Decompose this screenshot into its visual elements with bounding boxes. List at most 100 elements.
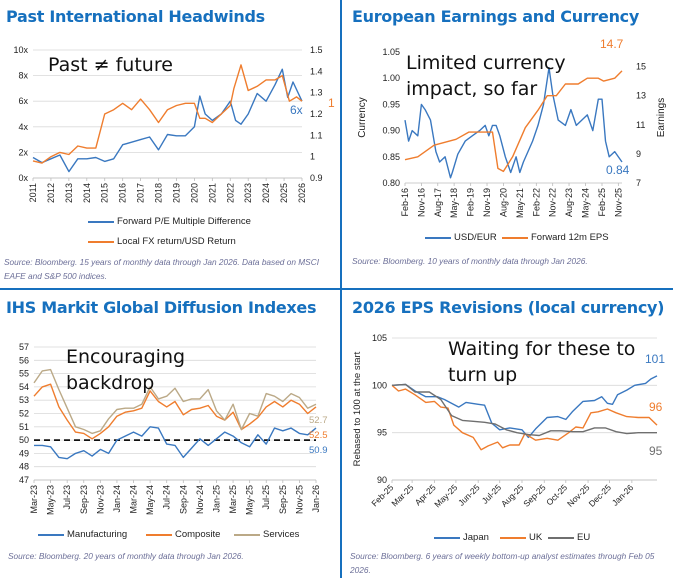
x-tick-label: Aug-23	[564, 188, 574, 217]
x-tick-label: May-21	[515, 188, 525, 218]
y-tick-label: 4x	[18, 122, 28, 132]
y-tick-label: 6x	[18, 96, 28, 106]
legend-item-fx: Local FX return/USD Return	[88, 236, 236, 247]
x-tick-label: 2025	[279, 183, 289, 203]
x-tick-label: Jan-25	[211, 485, 221, 513]
y-tick-label: 90	[377, 475, 387, 485]
y-axis-title: Rebased to 100 at the start	[352, 351, 363, 466]
chart2-annotation: Limited currency impact, so far	[406, 52, 566, 100]
y-tick-label: 49	[19, 448, 29, 458]
x-tick-label: Nov-16	[416, 188, 426, 217]
x-tick-label: May-25	[245, 485, 255, 515]
y-tick-label: 47	[19, 475, 29, 485]
chart4-end-label-japan: 101	[645, 352, 666, 366]
legend-item-services: Services	[234, 529, 299, 540]
chart3-end-label-services: 52.7	[309, 415, 328, 426]
y-right-tick-label: 1.3	[310, 88, 323, 98]
y-tick-label: 56	[19, 355, 29, 365]
x-tick-label: 2024	[261, 183, 271, 203]
x-tick-label: Jul-24	[162, 485, 172, 510]
x-tick-label: Jun-25	[456, 482, 482, 508]
y-right-tick-label: 1.2	[310, 109, 323, 119]
x-tick-label: 2020	[189, 183, 199, 203]
chart1-title: Past International Headwinds	[6, 7, 265, 26]
legend-label: EU	[577, 532, 591, 543]
x-tick-label: Jul-23	[62, 485, 72, 510]
x-tick-label: 2018	[154, 183, 164, 203]
y-right-tick-label: 1	[310, 152, 315, 162]
y-tick-label: 48	[19, 462, 29, 472]
x-tick-label: Mar-24	[129, 485, 139, 514]
x-tick-label: Sep-25	[521, 482, 548, 509]
y-tick-label: 57	[19, 342, 29, 352]
y-right-tick-label: 7	[636, 178, 641, 188]
x-tick-label: Jan-24	[112, 485, 122, 513]
x-tick-label: Mar-23	[29, 485, 39, 514]
x-tick-label: Feb-16	[400, 188, 410, 217]
y-right-tick-label: 13	[636, 91, 646, 101]
x-tick-label: 2012	[46, 183, 56, 203]
chart4-source: Source: Bloomberg. 6 years of weekly bot…	[350, 551, 655, 575]
legend-item-pe: Forward P/E Multiple Difference	[88, 216, 251, 227]
y-tick-label: 51	[19, 422, 29, 432]
chart2-end-label-usdeur: 0.84	[606, 163, 630, 177]
x-tick-label: 2013	[64, 183, 74, 203]
y-right-tick-label: 1.4	[310, 66, 323, 76]
y-tick-label: 2x	[18, 147, 28, 157]
x-tick-label: Jul-25	[261, 485, 271, 510]
chart2-end-label-eps: 14.7	[600, 37, 624, 51]
x-tick-label: Aug-20	[498, 188, 508, 217]
legend-label: UK	[529, 532, 543, 543]
y-right-tick-label: 11	[636, 120, 645, 130]
chart1-end-label-pe: 6x	[290, 103, 303, 117]
x-tick-label: Feb-22	[531, 188, 541, 217]
x-tick-label: 2015	[100, 183, 110, 203]
chart3-end-label-composite: 52.5	[309, 430, 328, 441]
y-tick-label: 0.80	[382, 178, 400, 188]
series-line-services	[33, 368, 317, 435]
chart2-source: Source: Bloomberg. 10 years of monthly d…	[352, 256, 588, 266]
x-tick-label: Nov-24	[195, 485, 205, 514]
y-tick-label: 105	[372, 333, 387, 343]
x-tick-label: May-23	[46, 485, 56, 515]
x-tick-label: Nov-25	[613, 188, 623, 217]
legend-item-manufacturing: Manufacturing	[38, 529, 127, 540]
y-tick-label: 100	[372, 380, 387, 390]
x-tick-label: Sep-25	[278, 485, 288, 514]
legend-item-uk: UK	[500, 532, 542, 543]
legend-item-usdeur: USD/EUR	[425, 232, 497, 243]
y-right-tick-label: 0.9	[310, 173, 323, 183]
y-tick-label: 0.95	[382, 99, 400, 109]
chart4-end-label-uk: 96	[649, 400, 663, 414]
legend-label: Japan	[463, 532, 489, 543]
series-line-forward-12m-eps	[404, 70, 623, 173]
legend-item-composite: Composite	[146, 529, 220, 540]
x-tick-label: May-24	[580, 188, 590, 218]
series-line-forward-p-e-multiple-difference	[32, 68, 303, 173]
x-tick-label: 2026	[297, 183, 307, 203]
horizontal-divider	[0, 288, 673, 290]
chart4-annotation: Waiting for these to turn up	[448, 338, 636, 386]
chart3-title: IHS Markit Global Diffusion Indexes	[6, 298, 317, 317]
x-tick-label: Nov-23	[95, 485, 105, 514]
chart4-end-label-eu: 95	[649, 444, 663, 458]
x-tick-label: 2017	[136, 183, 146, 203]
y-tick-label: 53	[19, 395, 29, 405]
legend-item-eu: EU	[548, 532, 590, 543]
legend-label: USD/EUR	[454, 232, 497, 243]
x-tick-label: Sep-23	[79, 485, 89, 514]
chart2-title: European Earnings and Currency	[352, 7, 639, 26]
legend-label: Composite	[175, 529, 221, 540]
x-tick-label: Aug-25	[499, 482, 526, 509]
x-tick-label: 2011	[28, 183, 38, 202]
x-tick-label: Aug-17	[433, 188, 443, 217]
x-tick-label: Dec-25	[587, 482, 614, 509]
y-tick-label: 95	[377, 428, 387, 438]
series-line-composite	[33, 383, 317, 440]
chart3-source: Source: Bloomberg. 20 years of monthly d…	[8, 551, 244, 561]
legend-label: Services	[263, 529, 300, 540]
legend-label: Forward P/E Multiple Difference	[117, 216, 251, 227]
x-tick-label: Jan-26	[311, 485, 321, 513]
series-line-manufacturing	[34, 426, 317, 460]
